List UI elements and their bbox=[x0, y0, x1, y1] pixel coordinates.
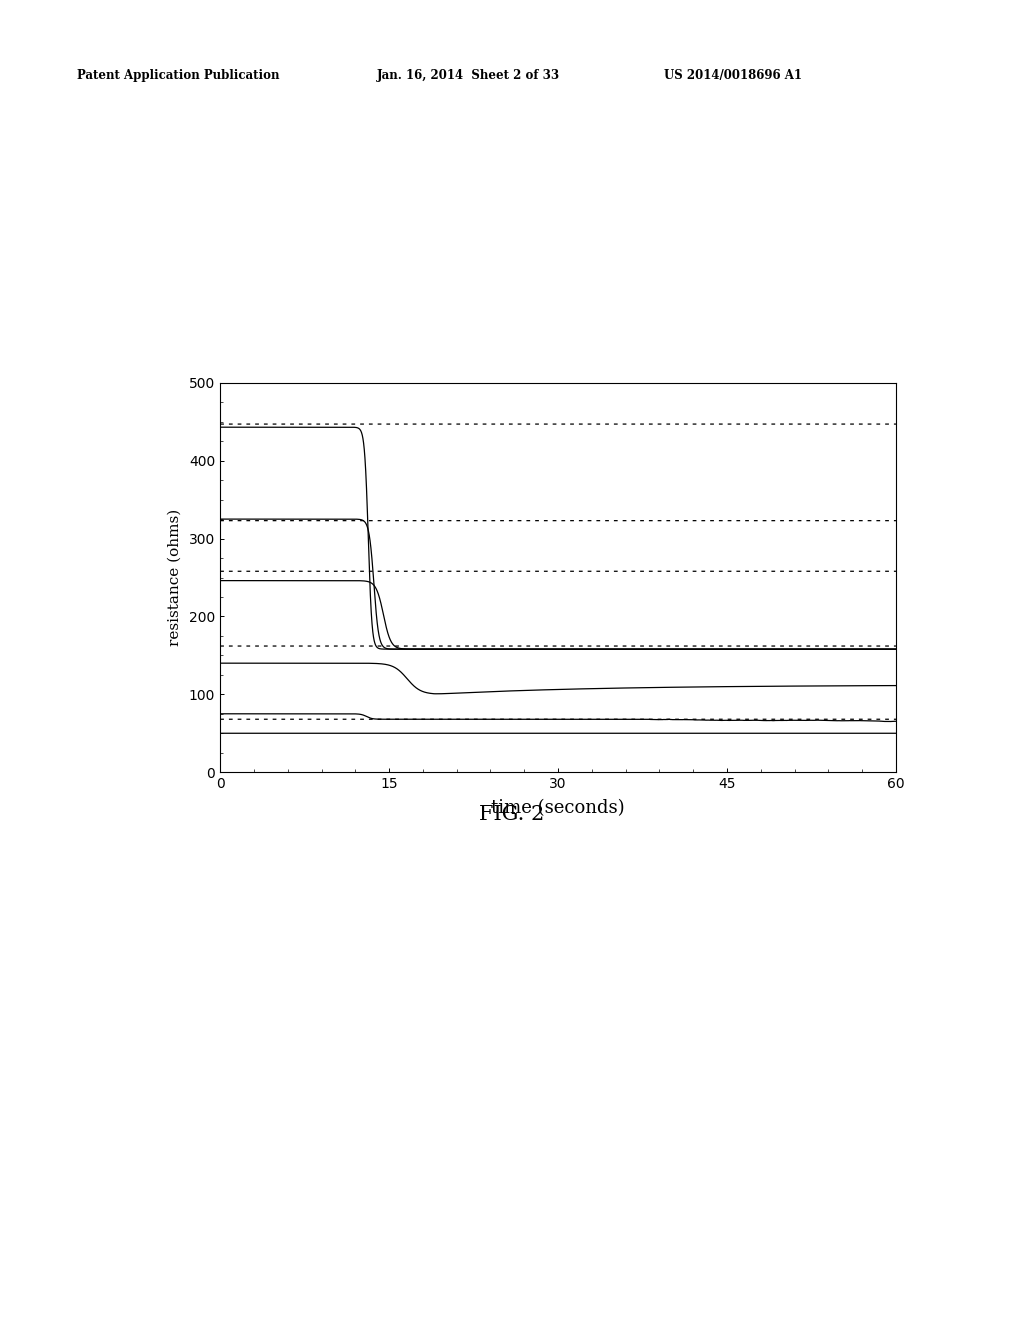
Text: Patent Application Publication: Patent Application Publication bbox=[77, 69, 280, 82]
Y-axis label: resistance (ohms): resistance (ohms) bbox=[168, 510, 182, 645]
Text: Jan. 16, 2014  Sheet 2 of 33: Jan. 16, 2014 Sheet 2 of 33 bbox=[377, 69, 560, 82]
Text: FIG. 2: FIG. 2 bbox=[479, 805, 545, 824]
X-axis label: time (seconds): time (seconds) bbox=[492, 800, 625, 817]
Text: US 2014/0018696 A1: US 2014/0018696 A1 bbox=[664, 69, 802, 82]
